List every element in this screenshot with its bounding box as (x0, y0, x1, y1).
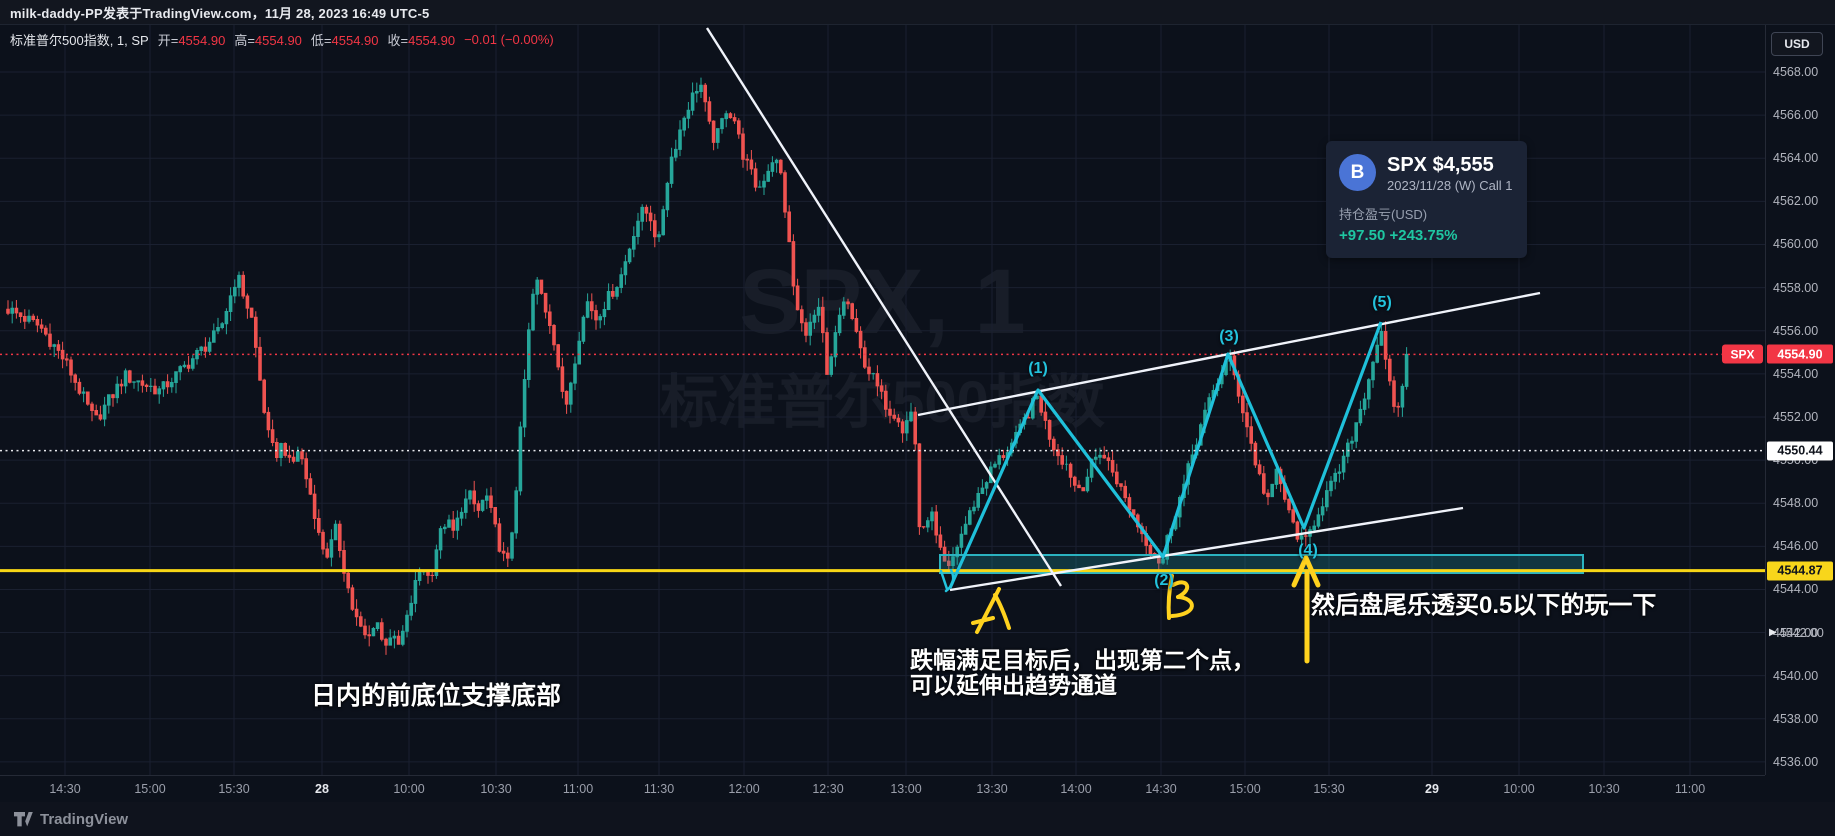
time-tick-label: 10:00 (1503, 782, 1535, 796)
wave-label-4[interactable]: (4) (1298, 542, 1318, 559)
legend-symbol[interactable]: 标准普尔500指数, 1, SP (10, 33, 149, 48)
chart-canvas[interactable] (0, 0, 1765, 802)
time-tick-label: 11:00 (1674, 782, 1706, 796)
position-pl-block: 持仓盈亏(USD) +97.50 +243.75% (1326, 193, 1527, 244)
position-subtitle: 2023/11/28 (W) Call 1 (1387, 178, 1513, 193)
legend-change: −0.01 (−0.00%) (464, 32, 554, 47)
publisher-title: milk-daddy-PP发表于TradingView.com，11月 28, … (10, 5, 430, 21)
prev-close-label: 4550.44 (1767, 441, 1833, 461)
position-pl-label: 持仓盈亏(USD) (1339, 207, 1428, 222)
price-tick-label: 4538.00 (1773, 711, 1819, 726)
downtrend-line[interactable] (705, 27, 1063, 587)
price-alert-icon: ▶ (1769, 627, 1777, 639)
position-card[interactable]: B SPX $4,555 2023/11/28 (W) Call 1 持仓盈亏(… (1326, 141, 1527, 258)
support-zone-box[interactable] (939, 554, 1584, 574)
wave-label-3[interactable]: (3) (1219, 328, 1239, 345)
tradingview-brand-text[interactable]: TradingView (40, 810, 129, 828)
price-tick-label: 4566.00 (1773, 108, 1819, 123)
price-tick-label: 4548.00 (1773, 496, 1819, 511)
annotation-lotto-text: 然后盘尾乐透买0.5以下的玩一下 (1311, 592, 1657, 619)
time-tick-label: 13:00 (890, 782, 922, 796)
time-tick-label: 15:00 (134, 782, 166, 796)
legend-open: 开=4554.90 (157, 33, 226, 48)
price-tick-label: 4536.00 (1773, 754, 1819, 769)
hand-drawn-a[interactable] (971, 616, 995, 625)
wave-start-mark[interactable] (944, 568, 955, 593)
price-axis[interactable]: USD 4568.00 4566.00 4564.00 4562.00 4560.00 4… (1765, 25, 1835, 775)
time-tick-label: 12:30 (812, 782, 844, 796)
time-tick-label: 14:00 (1060, 782, 1092, 796)
buy-arrow[interactable] (1291, 555, 1309, 588)
alert-price-label[interactable]: ▶ 4542.00 (1769, 625, 1824, 640)
wave-label-2[interactable]: (2) (1154, 572, 1174, 589)
time-tick-label: 11:00 (562, 782, 594, 796)
time-tick-label: 15:00 (1229, 782, 1261, 796)
publisher-bar: milk-daddy-PP发表于TradingView.com，11月 28, … (0, 0, 1835, 25)
legend-high: 高=4554.90 (234, 33, 302, 48)
price-tick-label: 4552.00 (1773, 409, 1819, 424)
price-tick-label: 4562.00 (1773, 194, 1819, 209)
price-tick-label: 4540.00 (1773, 668, 1819, 683)
price-tick-label: 4564.00 (1773, 151, 1819, 166)
annotation-support-text: 日内的前底位支撑底部 (311, 682, 562, 710)
footer-bar: TradingView (0, 802, 1835, 836)
hand-drawn-a[interactable] (993, 593, 1011, 630)
price-tick-label: 4544.00 (1773, 582, 1819, 597)
wave-start-mark[interactable] (939, 569, 949, 591)
annotation-channel-line2: 可以延伸出趋势通道 (910, 672, 1117, 698)
hand-drawn-b[interactable] (1171, 580, 1190, 599)
position-card-titles: SPX $4,555 2023/11/28 (W) Call 1 (1387, 154, 1513, 193)
time-tick-label: 13:30 (976, 782, 1008, 796)
legend-close: 收=4554.90 (387, 33, 456, 48)
wave-label-1[interactable]: (1) (1028, 360, 1048, 377)
price-tick-label: 4542.00 (1773, 625, 1819, 640)
symbol-price-tag: SPX (1722, 344, 1763, 364)
price-tick-label: 4558.00 (1773, 280, 1819, 295)
hand-drawn-b[interactable] (1170, 595, 1194, 618)
time-tick-label: 14:30 (1145, 782, 1177, 796)
last-price-label: 4554.90 (1767, 344, 1833, 364)
legend-low: 低=4554.90 (310, 33, 379, 48)
symbol-legend[interactable]: 标准普尔500指数, 1, SP 开=4554.90 高=4554.90 低=4… (10, 30, 554, 49)
price-tick-label: 4556.00 (1773, 323, 1819, 338)
broker-avatar: B (1339, 154, 1376, 191)
buy-arrow[interactable] (1303, 555, 1321, 588)
tradingview-logo-icon[interactable] (14, 811, 33, 828)
wave-zigzag[interactable] (948, 321, 1383, 589)
channel-lower-line[interactable] (949, 506, 1464, 592)
time-tick-label: 10:30 (480, 782, 512, 796)
price-tick-label: 4568.00 (1773, 65, 1819, 79)
position-card-header: B SPX $4,555 2023/11/28 (W) Call 1 (1326, 141, 1527, 193)
time-tick-label: 15:30 (218, 782, 250, 796)
hand-drawn-b[interactable] (1166, 574, 1174, 620)
time-tick-label: 12:00 (728, 782, 760, 796)
time-tick-label: 28 (315, 782, 329, 796)
annotation-channel-line1: 跌幅满足目标后，出现第二个点， (910, 647, 1255, 673)
wave-label-5[interactable]: (5) (1372, 294, 1392, 311)
time-tick-label: 29 (1425, 782, 1439, 796)
price-tick-label: 4546.00 (1773, 539, 1819, 554)
price-tick-label: 4554.00 (1773, 366, 1819, 381)
position-pl-value: +97.50 +243.75% (1339, 227, 1458, 244)
position-title: SPX $4,555 (1387, 154, 1494, 176)
price-tick-label: 4560.00 (1773, 237, 1819, 252)
time-tick-label: 10:30 (1588, 782, 1620, 796)
support-price-label: 4544.87 (1767, 561, 1833, 581)
time-tick-label: 11:30 (643, 782, 675, 796)
annotation-channel-text: 跌幅满足目标后，出现第二个点， 可以延伸出趋势通道 (910, 648, 1255, 698)
time-tick-label: 10:00 (393, 782, 425, 796)
time-tick-label: 14:30 (49, 782, 81, 796)
time-tick-label: 15:30 (1313, 782, 1345, 796)
currency-button[interactable]: USD (1771, 32, 1823, 56)
time-axis[interactable]: 14:30 15:00 15:30 28 10:00 10:30 11:00 11:30 12:… (0, 775, 1765, 803)
